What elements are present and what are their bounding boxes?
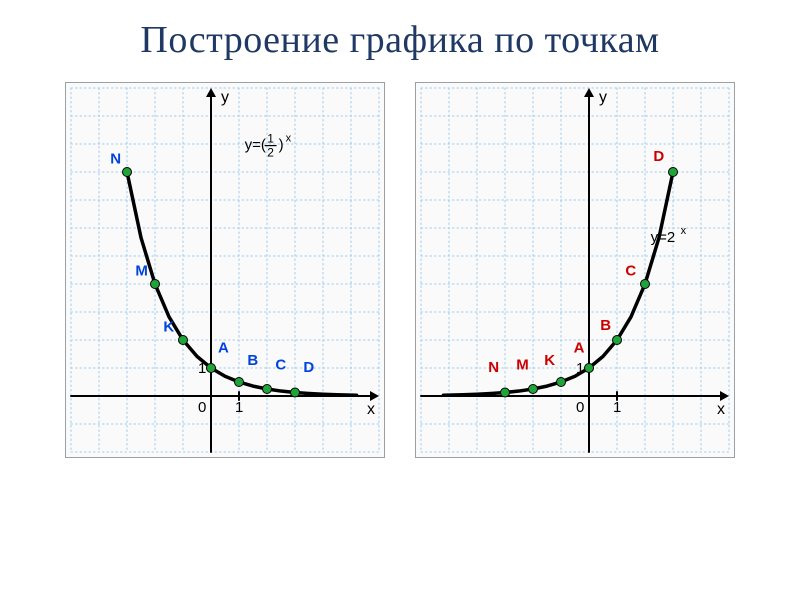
svg-text:): ) — [279, 137, 284, 154]
y-axis-label: y — [221, 89, 229, 106]
svg-text:1: 1 — [267, 132, 274, 146]
right-chart-svg: yx011y=2xDCBAKMN — [415, 82, 735, 458]
data-point — [529, 385, 538, 394]
x-unit-label: 1 — [235, 399, 243, 416]
svg-text:x: x — [681, 225, 687, 237]
point-label: B — [247, 352, 258, 369]
data-point — [557, 378, 566, 387]
svg-text:2: 2 — [267, 146, 274, 160]
x-axis-label: x — [717, 401, 725, 418]
charts-row: yx011y=(12)xNMKABCD yx011y=2xDCBAKMN — [0, 82, 800, 458]
point-label: N — [488, 359, 499, 376]
point-label: M — [516, 356, 529, 373]
point-label: D — [303, 359, 314, 376]
point-label: D — [653, 148, 664, 165]
x-unit-label: 1 — [613, 399, 621, 416]
data-point — [585, 364, 594, 373]
data-point — [207, 364, 216, 373]
y-axis-label: y — [599, 89, 607, 106]
right-chart-panel: yx011y=2xDCBAKMN — [415, 82, 735, 458]
data-point — [641, 280, 650, 289]
data-point — [235, 378, 244, 387]
x-axis-label: x — [367, 401, 375, 418]
data-point — [501, 388, 510, 397]
data-point — [291, 388, 300, 397]
slide-title: Построение графика по точкам — [0, 0, 800, 62]
point-label: M — [135, 263, 148, 280]
svg-text:x: x — [286, 133, 292, 145]
point-label: K — [544, 352, 555, 369]
left-chart-svg: yx011y=(12)xNMKABCD — [65, 82, 385, 458]
origin-label: 0 — [576, 399, 584, 416]
point-label: B — [600, 317, 611, 334]
svg-text:y=(: y=( — [245, 137, 266, 154]
point-label: A — [218, 340, 229, 357]
point-label: C — [275, 356, 286, 373]
data-point — [263, 385, 272, 394]
origin-label: 0 — [198, 399, 206, 416]
point-label: K — [163, 319, 174, 336]
left-chart-panel: yx011y=(12)xNMKABCD — [65, 82, 385, 458]
data-point — [179, 336, 188, 345]
data-point — [123, 168, 132, 177]
data-point — [151, 280, 160, 289]
data-point — [613, 336, 622, 345]
point-label: A — [574, 340, 585, 357]
point-label: C — [625, 263, 636, 280]
data-point — [669, 168, 678, 177]
point-label: N — [110, 151, 121, 168]
svg-text:y=2: y=2 — [651, 229, 676, 246]
